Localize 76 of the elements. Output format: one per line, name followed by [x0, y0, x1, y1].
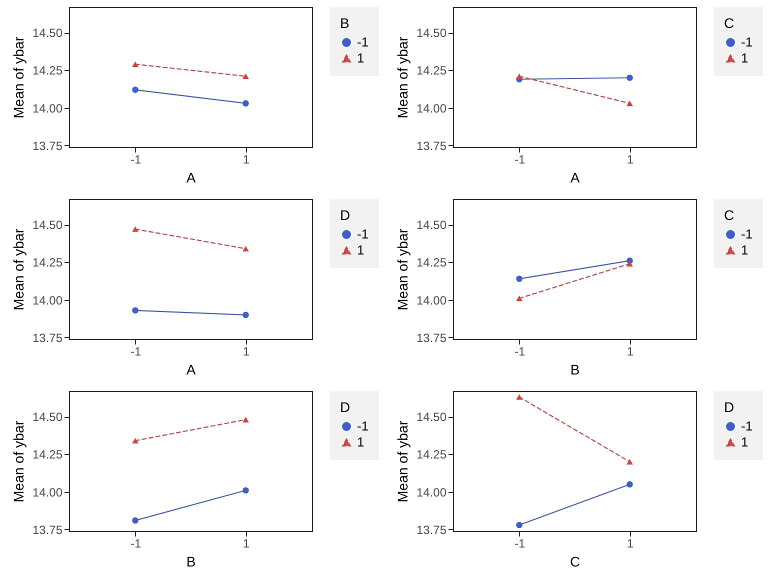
x-tick-label: -1 — [130, 344, 142, 358]
y-tick-label: 13.75 — [416, 330, 447, 345]
y-tick-label: 14.00 — [32, 101, 63, 116]
legend-label: -1 — [741, 34, 753, 50]
legend-label: 1 — [741, 434, 748, 450]
y-axis-title: Mean of ybar — [10, 228, 26, 310]
legend-label: -1 — [741, 226, 753, 242]
y-tick-label: 14.50 — [32, 410, 63, 424]
x-tick-label: 1 — [242, 344, 250, 358]
x-axis-title: B — [570, 362, 580, 378]
point — [516, 276, 522, 282]
legend-label: 1 — [357, 242, 364, 258]
x-tick-label: -1 — [514, 152, 526, 166]
y-tick-label: 14.00 — [416, 485, 447, 500]
x-tick-label: -1 — [130, 152, 142, 166]
y-tick-label: 14.50 — [416, 410, 447, 424]
x-tick-label: -1 — [514, 344, 526, 358]
legend-title: C — [724, 15, 734, 31]
point — [516, 522, 522, 528]
x-tick-label: 1 — [626, 536, 634, 550]
y-tick-label: 14.25 — [416, 256, 447, 270]
legend-label: 1 — [741, 242, 748, 258]
legend-title: C — [724, 207, 734, 223]
y-tick-label: 14.50 — [32, 218, 63, 232]
legend-title: D — [340, 207, 350, 223]
x-axis-title: A — [186, 170, 196, 186]
legend-label: 1 — [357, 434, 364, 450]
y-tick-label: 14.00 — [32, 485, 63, 500]
y-axis-title: Mean of ybar — [394, 36, 410, 118]
y-tick-label: 14.25 — [416, 448, 447, 462]
y-tick-label: 14.25 — [32, 448, 63, 462]
y-tick-label: 13.75 — [416, 522, 447, 537]
x-tick-label: 1 — [626, 344, 634, 358]
x-axis-title: A — [570, 170, 580, 186]
y-tick-label: 14.50 — [32, 26, 63, 40]
y-tick-label: 13.75 — [32, 522, 63, 537]
y-tick-label: 13.75 — [32, 330, 63, 345]
point — [626, 74, 633, 81]
y-tick-label: 14.50 — [416, 218, 447, 232]
point — [132, 307, 138, 314]
y-tick-label: 14.25 — [32, 64, 63, 78]
y-axis-title: Mean of ybar — [10, 420, 26, 502]
y-tick-label: 14.25 — [416, 64, 447, 78]
y-tick-label: 14.25 — [32, 256, 63, 270]
legend-label: 1 — [357, 50, 364, 66]
point — [242, 312, 249, 318]
x-axis-title: A — [186, 362, 196, 378]
y-tick-label: 14.00 — [32, 293, 63, 308]
y-tick-label: 13.75 — [32, 138, 63, 153]
legend-title: D — [340, 399, 350, 415]
y-tick-label: 14.00 — [416, 101, 447, 116]
y-axis-title: Mean of ybar — [394, 228, 410, 310]
x-tick-label: 1 — [242, 152, 250, 166]
legend-label: -1 — [357, 34, 369, 50]
point — [132, 86, 138, 93]
point — [242, 487, 249, 494]
legend-label: -1 — [357, 418, 369, 434]
legend-label: -1 — [741, 418, 753, 434]
point — [132, 517, 138, 524]
y-axis-title: Mean of ybar — [10, 36, 26, 118]
legend-title: D — [724, 399, 734, 415]
y-tick-label: 14.00 — [416, 293, 447, 308]
y-tick-label: 13.75 — [416, 138, 447, 153]
legend-label: 1 — [741, 50, 748, 66]
x-axis-title: B — [186, 554, 196, 570]
x-tick-label: 1 — [626, 152, 634, 166]
x-tick-label: 1 — [242, 536, 250, 550]
x-tick-label: -1 — [514, 536, 526, 550]
x-axis-title: C — [570, 554, 580, 570]
point — [242, 100, 249, 106]
point — [626, 481, 633, 488]
y-tick-label: 14.50 — [416, 26, 447, 40]
legend-label: -1 — [357, 226, 369, 242]
x-tick-label: -1 — [130, 536, 142, 550]
y-axis-title: Mean of ybar — [394, 420, 410, 502]
legend-title: B — [340, 15, 350, 31]
